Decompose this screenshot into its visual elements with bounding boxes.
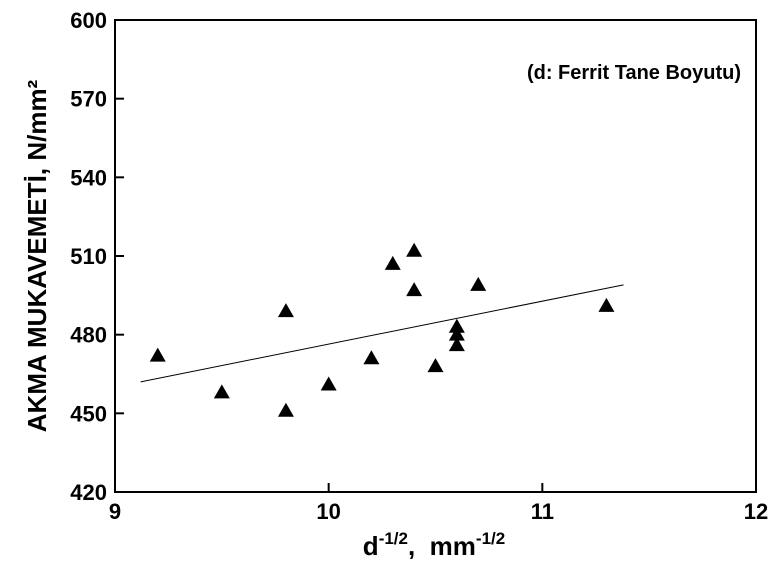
x-tick-label: 10 bbox=[316, 499, 340, 524]
y-tick-label: 510 bbox=[70, 244, 107, 269]
data-point-triangle bbox=[213, 384, 230, 399]
y-tick-label: 570 bbox=[70, 87, 107, 112]
data-point-triangle bbox=[470, 276, 487, 291]
data-point-triangle bbox=[406, 242, 423, 257]
y-tick-label: 600 bbox=[70, 8, 107, 33]
y-tick-label: 480 bbox=[70, 323, 107, 348]
data-points bbox=[149, 242, 615, 417]
x-axis-title-sep: , bbox=[408, 531, 430, 561]
data-point-triangle bbox=[448, 318, 465, 333]
x-axis-title-unit-sup: -1/2 bbox=[476, 529, 505, 548]
trendline bbox=[140, 284, 624, 383]
data-point-triangle bbox=[406, 282, 423, 297]
chart-annotation: (d: Ferrit Tane Boyutu) bbox=[527, 62, 741, 84]
x-tick-label: 9 bbox=[109, 499, 121, 524]
y-axis: 420 450 480 510 540 570 600 bbox=[70, 8, 124, 505]
data-point-triangle bbox=[320, 376, 337, 391]
data-point-triangle bbox=[448, 337, 465, 352]
x-tick-label: 11 bbox=[531, 499, 554, 524]
x-axis-title-base: d bbox=[363, 531, 379, 561]
data-point-triangle bbox=[448, 326, 465, 341]
y-tick-label: 540 bbox=[70, 165, 107, 190]
x-axis-title-base-sup: -1/2 bbox=[379, 529, 408, 548]
data-point-triangle bbox=[363, 350, 380, 365]
x-axis-title-unit: mm bbox=[430, 531, 476, 561]
y-tick-label: 420 bbox=[70, 480, 107, 505]
data-point-triangle bbox=[149, 347, 166, 362]
data-point-triangle bbox=[277, 303, 294, 318]
y-tick-label: 450 bbox=[70, 401, 107, 426]
data-point-triangle bbox=[384, 255, 401, 270]
y-axis-title: AKMA MUKAVEMETİ, N/mm² bbox=[22, 79, 52, 432]
plot-frame bbox=[114, 19, 757, 493]
x-axis-title: d-1/2, mm-1/2 bbox=[363, 529, 505, 561]
x-axis: 9 10 11 12 bbox=[109, 483, 768, 524]
data-point-triangle bbox=[598, 297, 615, 312]
data-point-triangle bbox=[277, 402, 294, 417]
x-tick-label: 12 bbox=[744, 499, 768, 524]
data-point-triangle bbox=[427, 358, 444, 373]
